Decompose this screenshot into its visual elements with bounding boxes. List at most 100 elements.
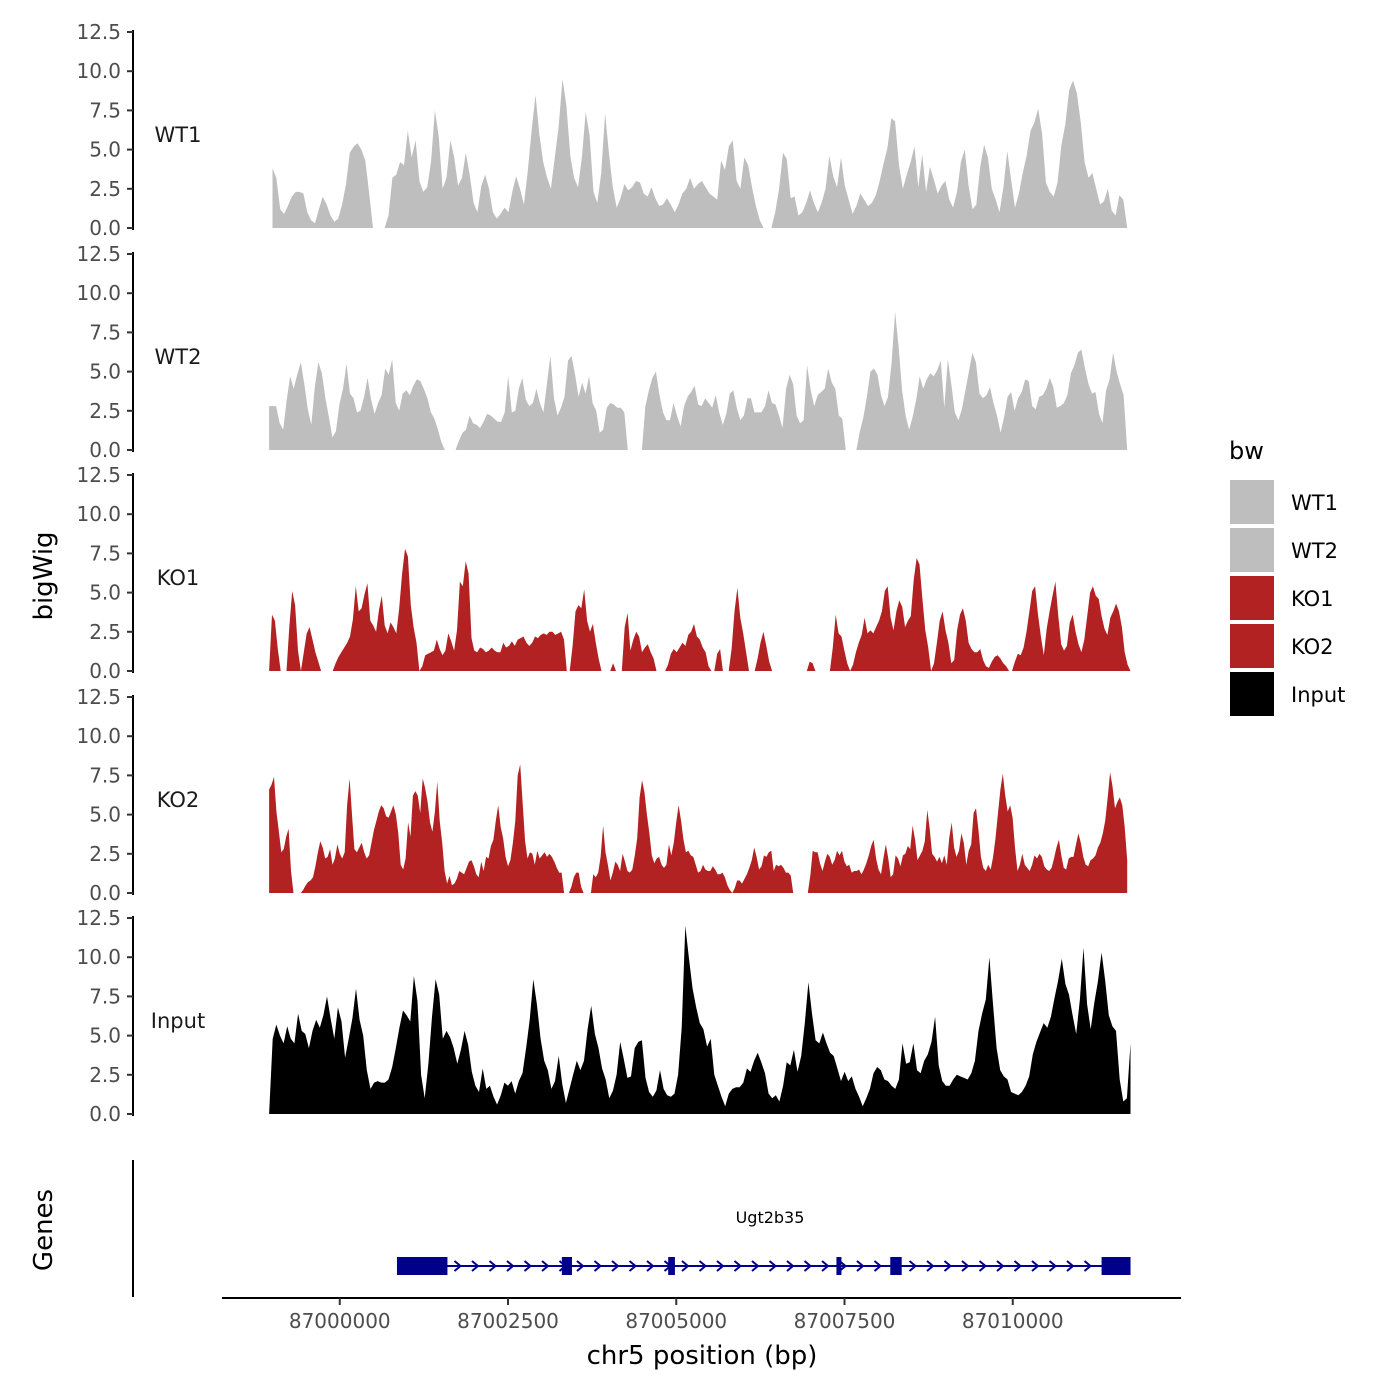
signal-area-wt2 [269,312,1128,450]
strand-arrow [856,1260,865,1272]
strand-arrow [541,1260,550,1272]
track-panels: 0.0 2.5 5.0 7.5 10.0 12.5 WT1 0.0 2.5 5.0 7.5 10.0 1… [76,20,1131,1126]
exon-box [668,1257,675,1275]
strand-arrow [646,1260,655,1272]
strand-arrow [698,1260,708,1272]
strand-arrow [576,1260,585,1272]
gene-label: Ugt2b35 [736,1208,805,1227]
y-tick-label: 7.5 [89,763,121,787]
track-panel-input: 0.0 2.5 5.0 7.5 10.0 12.5 Input [76,906,1131,1126]
gene-track-title: Genes [29,1189,59,1271]
x-tick-label: 87005000 [625,1309,727,1333]
exon-box [836,1257,842,1275]
strand-arrow [453,1260,463,1272]
legend-title: bw [1229,437,1264,465]
panel-label: KO1 [157,566,200,590]
strand-arrow [628,1260,638,1272]
strand-arrow [768,1260,778,1272]
panel-label: WT2 [155,345,202,369]
strand-arrow [1066,1260,1075,1272]
strand-arrow [751,1260,760,1272]
strand-arrow [733,1260,743,1272]
strand-arrow [873,1260,883,1272]
strand-arrow [716,1260,725,1272]
x-tick-label: 87002500 [457,1309,559,1333]
strand-arrow [786,1260,795,1272]
y-tick-label: 2.5 [89,177,121,201]
x-axis: 87000000 87002500 87005000 87007500 87010000 [222,1297,1181,1333]
exon-box [396,1257,448,1275]
y-tick-label: 2.5 [89,1063,121,1087]
y-tick-label: 5.0 [89,803,121,827]
y-tick-label: 12.5 [76,463,121,487]
legend-swatch-wt1 [1230,480,1274,524]
y-tick-label: 12.5 [76,685,121,709]
strand-arrow [908,1260,918,1272]
panel-label: KO2 [157,788,200,812]
strand-arrow [506,1260,515,1272]
legend-label: WT1 [1291,491,1338,515]
strand-arrow [471,1260,480,1272]
strand-arrow [838,1260,848,1272]
y-tick-label: 7.5 [89,320,121,344]
strand-arrow [523,1260,533,1272]
signal-area-input [269,925,1131,1114]
strand-arrow [681,1260,690,1272]
exon-box [561,1257,572,1275]
y-tick-label: 0.0 [89,216,121,240]
strand-arrow [926,1260,935,1272]
exon-box [1101,1257,1131,1275]
track-panel-wt2: 0.0 2.5 5.0 7.5 10.0 12.5 WT2 [76,242,1128,462]
y-tick-label: 12.5 [76,906,121,930]
strand-arrow [961,1260,970,1272]
y-tick-label: 0.0 [89,881,121,905]
legend-swatch-wt2 [1230,528,1274,572]
legend-label: KO2 [1291,635,1334,659]
y-tick-label: 10.0 [76,59,121,83]
strand-arrow [996,1260,1005,1272]
strand-arrow [593,1260,603,1272]
y-tick-label: 0.0 [89,659,121,683]
y-tick-label: 0.0 [89,438,121,462]
exon-box [890,1257,902,1275]
y-tick-label: 2.5 [89,399,121,423]
strand-arrow [611,1260,620,1272]
strand-arrow [1013,1260,1023,1272]
y-tick-label: 5.0 [89,581,121,605]
legend-swatch-ko1 [1230,576,1274,620]
strand-arrow [943,1260,953,1272]
gene-track: Ugt2b35 [132,1160,1131,1297]
strand-arrow [488,1260,498,1272]
strand-arrow [1031,1260,1040,1272]
y-tick-label: 12.5 [76,242,121,266]
signal-area-wt1 [272,79,1128,228]
legend: bw WT1 WT2 KO1 KO2 Input [1229,437,1345,716]
y-tick-label: 5.0 [89,138,121,162]
legend-swatch-ko2 [1230,624,1274,668]
legend-swatch-input [1230,672,1274,716]
x-tick-label: 87007500 [794,1309,896,1333]
panel-label: WT1 [155,123,202,147]
strand-arrow [803,1260,813,1272]
signal-area-ko2 [269,764,1128,893]
y-tick-label: 5.0 [89,360,121,384]
y-tick-label: 7.5 [89,98,121,122]
legend-label: KO1 [1291,587,1334,611]
strand-arrow [1048,1260,1058,1272]
legend-label: WT2 [1291,539,1338,563]
legend-label: Input [1291,683,1345,707]
strand-arrow [1083,1260,1093,1272]
y-tick-label: 10.0 [76,281,121,305]
y-tick-label: 7.5 [89,541,121,565]
panel-label: Input [151,1009,205,1033]
x-tick-label: 87010000 [962,1309,1064,1333]
y-tick-label: 10.0 [76,724,121,748]
strand-arrow [978,1260,988,1272]
track-panel-ko2: 0.0 2.5 5.0 7.5 10.0 12.5 KO2 [76,685,1128,905]
y-tick-label: 10.0 [76,502,121,526]
track-panel-wt1: 0.0 2.5 5.0 7.5 10.0 12.5 WT1 [76,20,1128,240]
y-axis-title: bigWig [29,531,59,620]
y-tick-label: 2.5 [89,620,121,644]
y-tick-label: 2.5 [89,842,121,866]
